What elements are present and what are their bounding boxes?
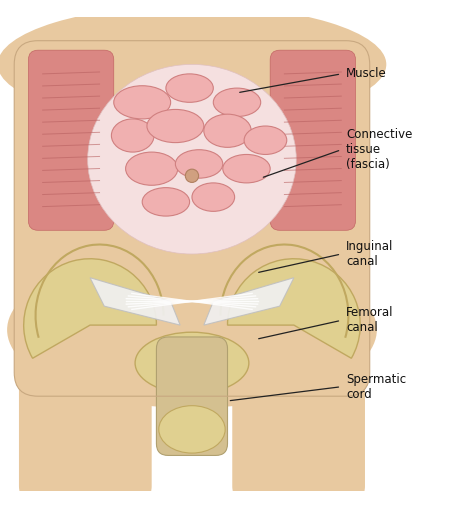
Ellipse shape	[111, 119, 154, 152]
Ellipse shape	[88, 65, 296, 254]
Polygon shape	[90, 278, 180, 325]
Ellipse shape	[135, 332, 249, 394]
FancyBboxPatch shape	[270, 50, 356, 230]
Wedge shape	[24, 259, 156, 358]
Ellipse shape	[114, 86, 171, 119]
FancyBboxPatch shape	[19, 339, 152, 500]
Ellipse shape	[7, 251, 377, 408]
Ellipse shape	[223, 154, 270, 183]
Circle shape	[185, 169, 199, 182]
Ellipse shape	[213, 88, 261, 116]
Ellipse shape	[126, 152, 178, 185]
Ellipse shape	[192, 183, 235, 211]
Ellipse shape	[175, 150, 223, 178]
Text: Spermatic
cord: Spermatic cord	[346, 373, 406, 401]
Polygon shape	[204, 278, 294, 325]
Ellipse shape	[159, 406, 225, 453]
FancyBboxPatch shape	[14, 41, 370, 396]
Ellipse shape	[204, 114, 251, 147]
FancyBboxPatch shape	[156, 337, 228, 456]
Ellipse shape	[147, 109, 204, 143]
Ellipse shape	[166, 74, 213, 102]
Text: Connective
tissue
(fascia): Connective tissue (fascia)	[346, 128, 412, 171]
Text: Femoral
canal: Femoral canal	[346, 306, 393, 334]
Ellipse shape	[142, 187, 190, 216]
Wedge shape	[228, 259, 360, 358]
Ellipse shape	[0, 5, 386, 123]
Text: Inguinal
canal: Inguinal canal	[346, 240, 393, 268]
Text: Muscle: Muscle	[346, 68, 387, 80]
Ellipse shape	[244, 126, 287, 154]
FancyBboxPatch shape	[28, 50, 114, 230]
FancyBboxPatch shape	[232, 339, 365, 500]
